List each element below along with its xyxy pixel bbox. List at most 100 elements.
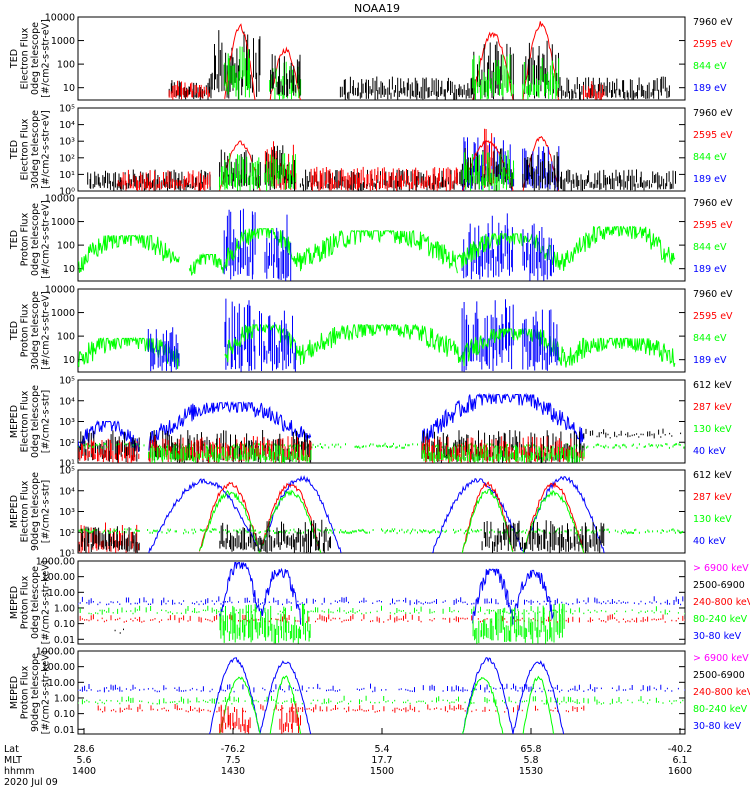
y-axis-label: TEDProton Flux0deg telescope[#/cm2-s-str… <box>9 200 52 279</box>
y-tick-label: 10¹ <box>59 459 75 470</box>
series-trace <box>219 676 261 734</box>
legend-entry: 40 keV <box>693 446 726 457</box>
footer-value: 17.7 <box>371 755 392 766</box>
series-spikes <box>223 208 256 280</box>
legend-entry: > 6900 keV <box>693 653 749 664</box>
legend-entry: 189 eV <box>693 264 727 275</box>
legend-entry: 189 eV <box>693 355 727 366</box>
series-trace <box>461 488 514 553</box>
series-spikes <box>78 526 140 553</box>
legend-entry: 2500-6900 <box>693 580 745 591</box>
y-tick-label: 10000 <box>45 285 75 296</box>
legend-entry: 2595 eV <box>693 39 733 50</box>
series-spikes <box>557 169 676 191</box>
y-tick-label: 10000 <box>45 13 75 24</box>
legend-entry: 130 keV <box>693 424 732 435</box>
panel-7: 1000.00100.0010.001.000.100.01MEPEDProto… <box>9 557 750 646</box>
y-axis-label-line: TED <box>9 140 20 160</box>
panel-frame <box>77 560 686 645</box>
y-tick-label: 0.01 <box>54 635 75 646</box>
series-spikes <box>522 223 554 281</box>
legend-entry: 240-800 keV <box>693 687 750 698</box>
y-tick-label: 10⁵ <box>59 466 75 477</box>
footer-axis: Lat 28.6 -76.2 5.4 65.8 -40.2 MLT 5.6 7.5 17.7 5.8… <box>4 728 692 788</box>
y-tick-label: 100.00 <box>42 572 75 583</box>
y-tick-label: 0.10 <box>54 709 75 720</box>
y-tick-label: 100 <box>57 60 75 71</box>
legend-entry: 7960 eV <box>693 198 733 209</box>
y-axis-label-line: Electron Flux <box>20 390 31 452</box>
series-dots <box>78 596 684 606</box>
series-dots <box>79 605 685 615</box>
y-tick-label: 10 <box>63 83 75 94</box>
series-spikes <box>557 76 670 100</box>
footer-value: 1600 <box>668 766 692 777</box>
y-tick-label: 10¹ <box>59 170 75 181</box>
legend-entry: 40 keV <box>693 536 726 547</box>
series-trace <box>259 660 312 734</box>
series-trace <box>456 232 565 270</box>
series-trace <box>259 482 322 553</box>
y-axis-label-line: MEPED <box>9 495 20 528</box>
series-spikes <box>219 704 251 734</box>
series-trace <box>259 489 322 553</box>
legend-entry: 30-80 keV <box>693 721 742 732</box>
y-axis-label-line: 30deg telescope <box>30 291 41 370</box>
footer-value: 5.4 <box>374 744 389 755</box>
y-tick-label: 10.00 <box>48 678 75 689</box>
y-tick-label: 100 <box>57 332 75 343</box>
series-trace <box>522 135 559 191</box>
series-trace <box>563 225 676 272</box>
series-trace <box>219 562 261 620</box>
legend-entry: 612 keV <box>693 380 732 391</box>
footer-value: -40.2 <box>668 744 693 755</box>
series-trace <box>148 400 312 451</box>
series-spikes <box>481 520 605 553</box>
series-trace <box>563 337 676 368</box>
footer-value: 6.1 <box>672 755 687 766</box>
panel-data <box>78 562 685 644</box>
legend-entry: 130 keV <box>693 514 732 525</box>
figure-title: NOAA19 <box>354 2 400 15</box>
y-axis-label-line: 30deg telescope <box>30 110 41 189</box>
legend-entry: 7960 eV <box>693 108 733 119</box>
legend-entry: 844 eV <box>693 61 727 72</box>
legend-entry: 287 keV <box>693 492 732 503</box>
y-tick-label: 10⁵ <box>59 376 75 387</box>
y-axis-label-line: Electron Flux <box>20 27 31 89</box>
panel-data <box>78 298 676 372</box>
y-tick-label: 10⁵ <box>59 104 75 115</box>
y-axis-label-line: [#/cm2-s-str] <box>41 390 52 453</box>
footer-value: 5.8 <box>523 755 538 766</box>
series-trace <box>512 660 565 734</box>
legend-entry: 612 keV <box>693 470 732 481</box>
series-dots <box>78 695 684 705</box>
series-spikes <box>522 309 559 371</box>
y-axis-label-line: Proton Flux <box>20 575 31 629</box>
y-axis-label: MEPEDProton Flux0deg telescope[#/cm2-s-s… <box>9 561 52 645</box>
series-trace <box>78 233 180 273</box>
footer-row-label: Lat <box>4 744 19 755</box>
y-axis-label-line: Electron Flux <box>20 480 31 542</box>
series-trace <box>522 482 585 553</box>
y-axis-label-line: Electron Flux <box>20 118 31 180</box>
y-axis-label-line: MEPED <box>9 586 20 619</box>
y-tick-label: 10³ <box>59 507 75 518</box>
y-tick-label: 1000 <box>51 217 75 228</box>
panel-data <box>168 21 670 100</box>
y-axis-label-line: TED <box>9 321 20 341</box>
panel-6: 10⁵ 10⁴ 10³ 10² 10¹ MEPEDElectron Flux90deg t… <box>9 466 732 560</box>
series-spikes <box>168 80 210 100</box>
panel-1: 10000 1000 100 10 TEDElectron Flux0deg teles… <box>9 13 733 101</box>
panel-data <box>87 128 676 191</box>
legend-entry: 844 eV <box>693 152 727 163</box>
series-dots <box>97 704 585 713</box>
series-trace <box>198 490 261 553</box>
legend-entry: > 6900 keV <box>693 563 749 574</box>
y-tick-label: 10⁴ <box>59 396 75 407</box>
y-axis-label-line: [#/cm2-s-str-eV] <box>41 291 52 370</box>
y-tick-label: 10 <box>63 355 75 366</box>
series-spikes <box>219 604 311 644</box>
